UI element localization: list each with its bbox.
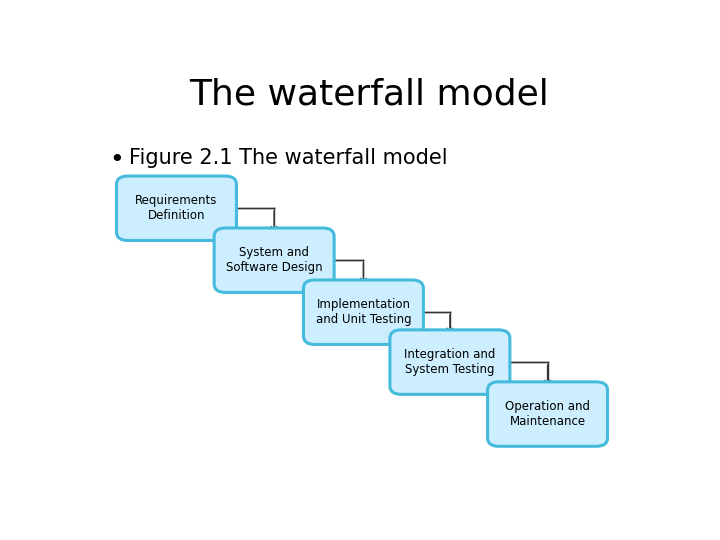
Text: System and
Software Design: System and Software Design [226, 246, 323, 274]
Text: Operation and
Maintenance: Operation and Maintenance [505, 400, 590, 428]
FancyBboxPatch shape [487, 382, 608, 446]
Text: The waterfall model: The waterfall model [189, 77, 549, 111]
Text: •: • [109, 148, 125, 172]
FancyBboxPatch shape [303, 280, 423, 345]
Text: Implementation
and Unit Testing: Implementation and Unit Testing [315, 298, 411, 326]
Text: Integration and
System Testing: Integration and System Testing [404, 348, 495, 376]
Text: Figure 2.1 The waterfall model: Figure 2.1 The waterfall model [129, 148, 448, 168]
Text: Requirements
Definition: Requirements Definition [135, 194, 217, 222]
FancyBboxPatch shape [214, 228, 334, 293]
FancyBboxPatch shape [117, 176, 236, 240]
FancyBboxPatch shape [390, 330, 510, 394]
